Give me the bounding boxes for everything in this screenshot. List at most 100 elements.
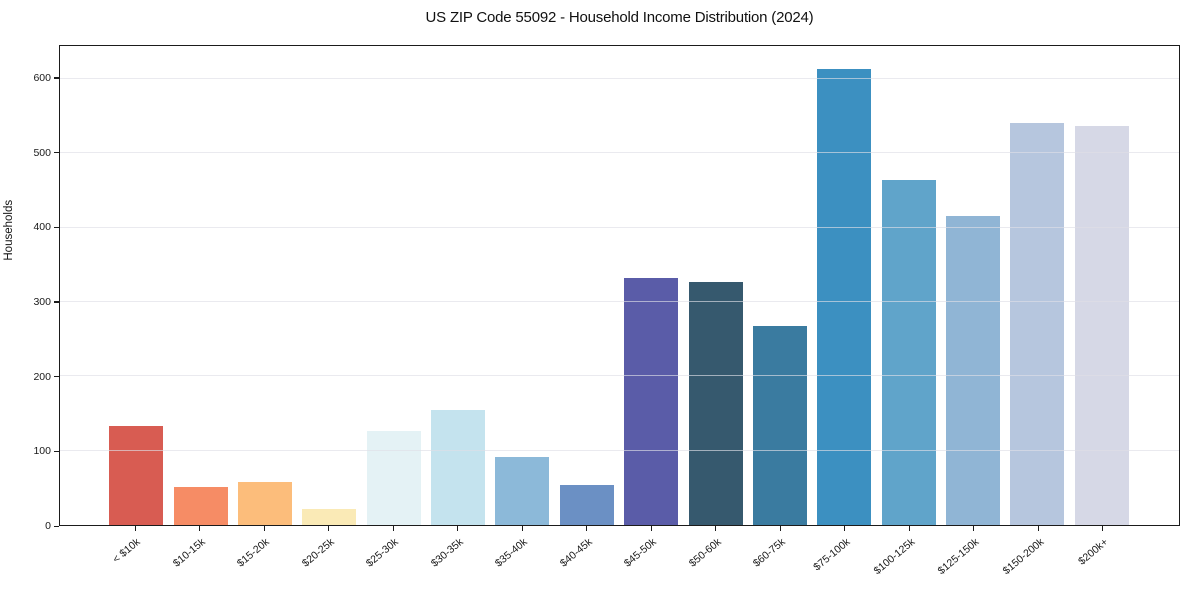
x-tick-mark <box>1037 526 1039 531</box>
bar-< $10k <box>109 426 164 525</box>
x-label-slot: $20-25k <box>297 534 362 586</box>
x-tick-label-$10-15k: $10-15k <box>170 536 208 570</box>
y-tick-mark <box>54 525 59 527</box>
bar-$35-40k <box>495 457 550 525</box>
x-label-slot: $75-100k <box>811 534 878 586</box>
y-tick-label-500: 500 <box>33 146 51 159</box>
x-tick-slot <box>426 526 491 531</box>
x-tick-mark <box>973 526 975 531</box>
x-tick-mark <box>1102 526 1104 531</box>
x-tick-label-$40-45k: $40-45k <box>557 536 595 570</box>
x-tick-label-$35-40k: $35-40k <box>493 536 530 570</box>
x-tick-mark <box>779 526 781 531</box>
x-label-slot: $15-20k <box>232 534 297 586</box>
bar-$60-75k <box>752 325 807 525</box>
x-tick-slot <box>232 526 297 531</box>
x-label-slot: $100-125k <box>871 534 942 586</box>
x-tick-mark <box>457 526 459 531</box>
gridline-300 <box>60 300 1179 302</box>
x-tick-mark <box>521 526 523 531</box>
bar-$200k+ <box>1074 125 1129 525</box>
x-tick-label-$75-100k: $75-100k <box>811 536 853 574</box>
x-label-slot: $35-40k <box>490 534 555 586</box>
x-tick-label-$150-200k: $150-200k <box>1000 536 1046 578</box>
x-tick-mark <box>844 526 846 531</box>
x-tick-slot <box>684 526 749 531</box>
x-tick-label-$60-75k: $60-75k <box>751 536 788 570</box>
x-label-slot: $60-75k <box>748 534 813 586</box>
y-tick-label-400: 400 <box>33 221 51 234</box>
x-tick-mark <box>586 526 588 531</box>
x-tick-mark <box>650 526 652 531</box>
bar-slot <box>490 46 554 525</box>
bar-slot <box>619 46 683 525</box>
x-tick-slot <box>877 526 942 531</box>
x-tick-slot <box>103 526 168 531</box>
x-label-slot: $50-60k <box>684 534 749 586</box>
bar-slot <box>555 46 619 525</box>
bar-$10-15k <box>173 487 228 525</box>
x-tick-label-$30-35k: $30-35k <box>428 536 466 570</box>
x-label-slot: $25-30k <box>361 534 426 586</box>
x-tick-label-$50-60k: $50-60k <box>686 536 724 570</box>
x-tick-mark <box>263 526 265 531</box>
y-tick-mark <box>54 77 59 79</box>
bar-slot <box>104 46 168 525</box>
bar-$100-125k <box>881 179 936 525</box>
bar-slot <box>877 46 941 525</box>
x-label-slot: $40-45k <box>555 534 620 586</box>
bar-$30-35k <box>431 410 486 525</box>
x-tick-mark <box>392 526 394 531</box>
bar-slot <box>168 46 232 525</box>
gridline-200 <box>60 375 1179 377</box>
y-tick-mark <box>54 152 59 154</box>
y-tick-mark <box>54 301 59 303</box>
y-tick-mark <box>54 376 59 378</box>
x-tick-slot <box>297 526 362 531</box>
x-tick-mark <box>908 526 910 531</box>
bar-slot <box>362 46 426 525</box>
bar-slot <box>426 46 490 525</box>
x-label-slot: $45-50k <box>619 534 684 586</box>
x-tick-label-$20-25k: $20-25k <box>299 536 337 570</box>
x-tick-label-$25-30k: $25-30k <box>364 536 401 570</box>
x-label-slot: $10-15k <box>168 534 233 586</box>
bar-slot <box>748 46 812 525</box>
bar-slot <box>1005 46 1069 525</box>
x-tick-slot <box>619 526 684 531</box>
y-tick-mark <box>54 450 59 452</box>
y-tick-label-100: 100 <box>33 445 51 458</box>
y-tick-label-0: 0 <box>45 520 51 532</box>
gridline-600 <box>60 77 1179 79</box>
bar-$15-20k <box>237 481 292 525</box>
gridline-500 <box>60 152 1179 154</box>
x-tick-slot <box>813 526 878 531</box>
x-label-slot: $125-150k <box>936 534 1007 586</box>
bar-slot <box>812 46 876 525</box>
x-tick-slot <box>490 526 555 531</box>
y-tick-label-200: 200 <box>33 370 51 383</box>
x-label-slot: $200k+ <box>1071 534 1136 586</box>
plot-area <box>59 45 1180 526</box>
x-label-slot: < $10k <box>103 534 168 586</box>
bar-$150-200k <box>1010 123 1065 525</box>
bar-$20-25k <box>302 508 357 525</box>
bar-slot <box>297 46 361 525</box>
x-label-slot: $150-200k <box>1000 534 1071 586</box>
x-tick-label-$200k+: $200k+ <box>1076 536 1111 568</box>
x-tick-label-$45-50k: $45-50k <box>622 536 659 570</box>
bar-$50-60k <box>688 281 743 525</box>
bar-slot <box>683 46 747 525</box>
x-tick-slot <box>942 526 1007 531</box>
x-tick-label-$125-150k: $125-150k <box>935 536 982 578</box>
x-tick-mark <box>199 526 201 531</box>
x-tick-mark <box>715 526 717 531</box>
x-tick-slot <box>555 526 620 531</box>
bar-$25-30k <box>366 430 421 525</box>
bar-$40-45k <box>559 484 614 525</box>
x-tick-label-< $10k: < $10k <box>110 536 143 566</box>
x-axis-labels: < $10k $10-15k $15-20k $20-25k $25-30k $30-35… <box>103 534 1135 586</box>
x-tick-mark <box>328 526 330 531</box>
gridline-100 <box>60 449 1179 451</box>
